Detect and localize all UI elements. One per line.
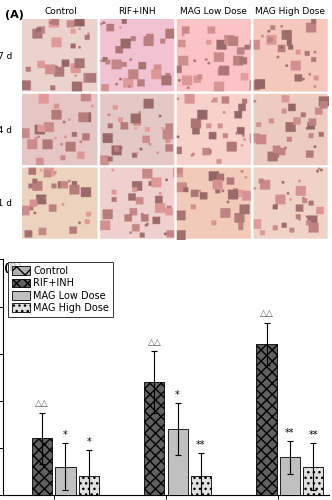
Text: RIF+INH: RIF+INH <box>119 7 156 16</box>
Text: *: * <box>86 438 91 448</box>
Legend: Control, RIF+INH, MAG Low Dose, MAG High Dose: Control, RIF+INH, MAG Low Dose, MAG High… <box>8 262 113 317</box>
Text: Control: Control <box>44 7 77 16</box>
Text: MAG High Dose: MAG High Dose <box>255 7 325 16</box>
Text: △△: △△ <box>35 399 49 408</box>
Bar <box>280 458 300 495</box>
Text: 7 d: 7 d <box>0 52 12 61</box>
Bar <box>191 476 211 495</box>
Text: △△: △△ <box>260 310 274 318</box>
Text: △△: △△ <box>147 338 161 346</box>
Bar <box>79 476 99 495</box>
Bar <box>168 429 188 495</box>
Text: 21 d: 21 d <box>0 200 12 208</box>
Text: 14 d: 14 d <box>0 126 12 134</box>
Text: *: * <box>63 430 68 440</box>
Text: **: ** <box>285 428 294 438</box>
Text: **: ** <box>308 430 318 440</box>
Bar <box>257 344 277 495</box>
Text: *: * <box>175 390 180 400</box>
Text: MAG Low Dose: MAG Low Dose <box>180 7 247 16</box>
Bar <box>55 466 75 495</box>
Bar <box>144 382 164 495</box>
Bar <box>303 466 323 495</box>
Text: (B): (B) <box>4 263 23 273</box>
Bar <box>32 438 52 495</box>
Text: (A): (A) <box>5 10 24 20</box>
Text: **: ** <box>196 440 206 450</box>
